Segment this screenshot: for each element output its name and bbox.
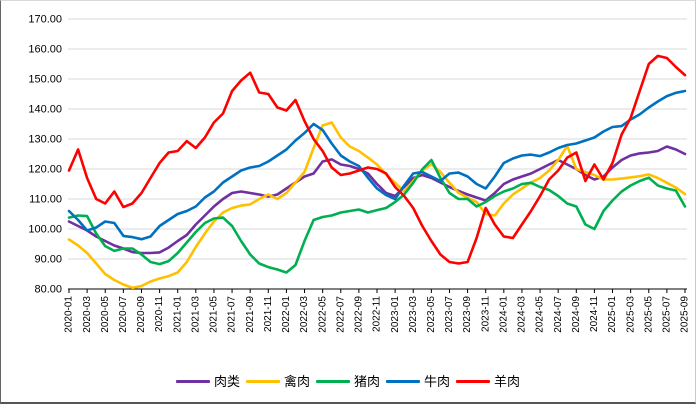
x-tick-label: 2021-05 xyxy=(209,296,220,333)
legend-label: 猪肉 xyxy=(353,373,380,389)
y-tick-label: 90.00 xyxy=(34,254,62,266)
legend-label: 禽肉 xyxy=(283,373,310,389)
x-axis: 2020-01 2020-03 2020-05 2020-07 2020-09 2020-… xyxy=(64,288,691,333)
y-tick-label: 150.00 xyxy=(28,74,62,86)
x-tick-label: 2025-09 xyxy=(680,296,691,333)
legend-line-swatch xyxy=(315,379,350,383)
x-tick-label: 2023-05 xyxy=(426,296,437,333)
x-tick-label: 2024-03 xyxy=(517,296,528,333)
x-tick-label: 2025-07 xyxy=(662,296,673,333)
series-line-猪肉 xyxy=(67,158,687,274)
x-tick-label: 2023-11 xyxy=(480,296,491,332)
x-tick-label: 2020-05 xyxy=(100,296,111,333)
x-tick-label: 2022-03 xyxy=(299,296,310,333)
legend-item-羊肉: 羊肉 xyxy=(454,375,522,388)
legend-item-猪肉: 猪肉 xyxy=(314,375,382,388)
x-tick-label: 2023-07 xyxy=(444,296,455,333)
y-tick-label: 110.00 xyxy=(29,194,62,206)
x-tick-label: 2020-03 xyxy=(82,296,93,333)
legend-line-swatch xyxy=(456,379,491,383)
x-tick-label: 2020-07 xyxy=(118,296,129,333)
x-tick-label: 2024-07 xyxy=(553,296,564,333)
x-tick-label: 2025-03 xyxy=(625,296,636,333)
series-line-牛肉 xyxy=(67,89,687,241)
y-tick-label: 140.00 xyxy=(28,104,62,116)
legend-label: 牛肉 xyxy=(424,373,451,389)
x-tick-label: 2020-09 xyxy=(136,296,147,333)
x-tick-label: 2021-03 xyxy=(190,296,201,333)
x-tick-label: 2023-09 xyxy=(462,296,473,333)
x-tick-label: 2020-01 xyxy=(64,296,75,333)
y-tick-label: 120.00 xyxy=(28,164,62,176)
x-tick-label: 2023-01 xyxy=(390,296,401,333)
x-tick-label: 2021-01 xyxy=(172,296,183,333)
legend-line-swatch xyxy=(386,379,420,383)
legend-item-禽肉: 禽肉 xyxy=(244,375,312,388)
series-line-羊肉 xyxy=(67,54,687,265)
x-tick-label: 2022-05 xyxy=(317,296,328,333)
x-tick-label: 2024-01 xyxy=(498,296,509,333)
x-tick-label: 2022-07 xyxy=(335,296,346,333)
legend-label: 肉类 xyxy=(213,373,240,389)
x-tick-label: 2022-09 xyxy=(354,296,365,333)
y-tick-label: 100.00 xyxy=(28,224,62,236)
legend-line-swatch xyxy=(175,379,210,383)
y-tick-label: 80.00 xyxy=(34,284,62,296)
y-tick-label: 160.00 xyxy=(28,44,62,56)
x-tick-label: 2020-11 xyxy=(154,296,165,332)
x-tick-label: 2024-11 xyxy=(589,296,600,332)
x-tick-label: 2021-09 xyxy=(245,296,256,333)
x-tick-label: 2021-07 xyxy=(227,296,238,333)
series-lines xyxy=(67,54,687,290)
x-tick-label: 2023-03 xyxy=(408,296,419,333)
x-tick-label: 2025-01 xyxy=(607,296,618,333)
x-tick-label: 2024-09 xyxy=(571,296,582,333)
y-tick-label: 130.00 xyxy=(28,134,62,146)
x-tick-label: 2022-11 xyxy=(372,296,383,332)
legend-item-肉类: 肉类 xyxy=(174,375,242,388)
gridlines xyxy=(68,18,687,290)
y-tick-label: 170.00 xyxy=(28,14,62,26)
x-tick-label: 2021-11 xyxy=(263,296,274,332)
y-axis-labels: 170.00 160.00 150.00 140.00 130.00 120.00 110.… xyxy=(28,14,62,296)
x-tick-label: 2025-05 xyxy=(643,296,654,333)
x-tick-label: 2024-05 xyxy=(535,296,546,333)
legend-label: 羊肉 xyxy=(494,373,521,389)
legend-line-swatch xyxy=(245,379,280,383)
x-tick-label: 2022-01 xyxy=(281,296,292,333)
chart-legend: 肉类 禽肉 猪肉 牛肉 羊肉 xyxy=(1,370,695,392)
legend-item-牛肉: 牛肉 xyxy=(384,375,452,388)
